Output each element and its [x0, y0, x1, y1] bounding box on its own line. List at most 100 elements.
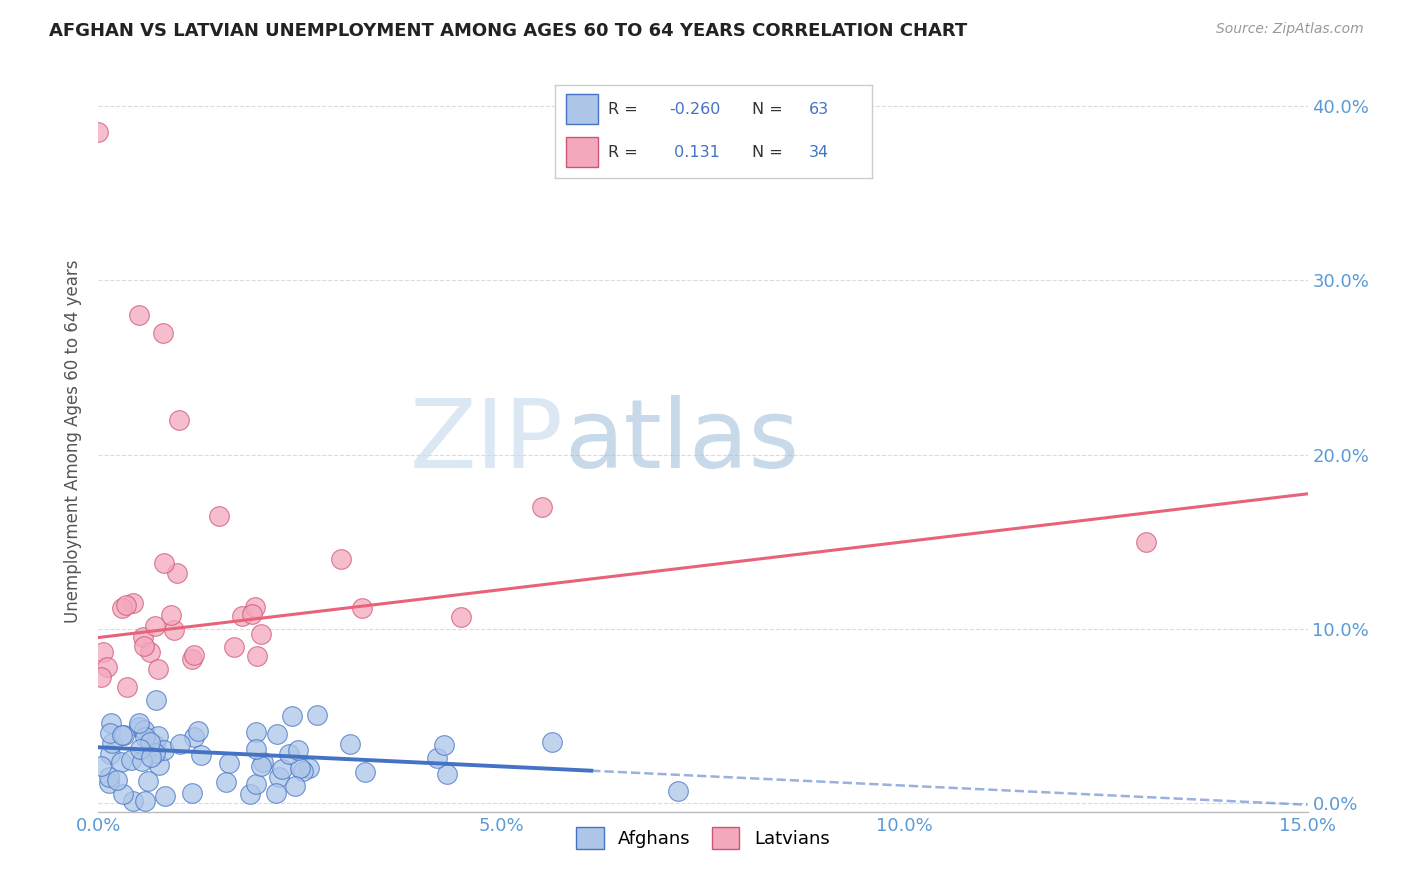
- Text: 34: 34: [808, 145, 828, 160]
- Point: [121, 596, 143, 610]
- Point: [100, 736, 122, 750]
- Point: [110, 755, 132, 769]
- Point: [290, 761, 312, 775]
- Point: [163, 623, 186, 637]
- Point: [128, 715, 150, 730]
- Point: [111, 728, 134, 742]
- Point: [298, 761, 321, 775]
- Point: [250, 758, 273, 772]
- Point: [128, 741, 150, 756]
- Point: [148, 729, 170, 743]
- Point: [215, 774, 238, 789]
- Text: R =: R =: [607, 145, 643, 160]
- Point: [134, 723, 156, 737]
- Point: [91, 645, 114, 659]
- Point: [148, 757, 170, 772]
- Point: [278, 747, 301, 761]
- Point: [292, 764, 315, 779]
- Point: [111, 787, 134, 801]
- Point: [426, 751, 449, 765]
- Point: [190, 747, 212, 762]
- Point: [145, 693, 167, 707]
- Point: [530, 500, 553, 514]
- Text: AFGHAN VS LATVIAN UNEMPLOYMENT AMONG AGES 60 TO 64 YEARS CORRELATION CHART: AFGHAN VS LATVIAN UNEMPLOYMENT AMONG AGE…: [49, 22, 967, 40]
- Point: [105, 773, 128, 788]
- Point: [252, 755, 274, 769]
- Text: N =: N =: [752, 145, 787, 160]
- Point: [208, 508, 231, 523]
- Point: [270, 762, 292, 776]
- Point: [90, 759, 112, 773]
- Point: [433, 739, 456, 753]
- Y-axis label: Unemployment Among Ages 60 to 64 years: Unemployment Among Ages 60 to 64 years: [65, 260, 83, 624]
- Point: [115, 598, 138, 612]
- Point: [98, 725, 121, 739]
- Point: [666, 784, 689, 798]
- Point: [160, 607, 183, 622]
- Point: [330, 552, 353, 566]
- Point: [284, 780, 307, 794]
- Point: [155, 789, 177, 803]
- Point: [143, 746, 166, 760]
- Point: [218, 756, 240, 771]
- Point: [131, 754, 153, 768]
- Point: [98, 770, 121, 784]
- Point: [266, 786, 288, 800]
- Text: ZIP: ZIP: [411, 395, 564, 488]
- Point: [98, 747, 121, 761]
- Point: [1135, 534, 1157, 549]
- Point: [111, 601, 134, 615]
- Point: [287, 743, 309, 757]
- Point: [243, 599, 266, 614]
- Point: [246, 648, 269, 663]
- Text: Source: ZipAtlas.com: Source: ZipAtlas.com: [1216, 22, 1364, 37]
- Point: [169, 737, 191, 751]
- Point: [87, 125, 110, 139]
- Point: [231, 609, 253, 624]
- Text: N =: N =: [752, 102, 787, 117]
- Point: [269, 770, 291, 784]
- Point: [249, 627, 271, 641]
- Point: [128, 720, 150, 734]
- Point: [167, 413, 190, 427]
- Point: [152, 326, 174, 340]
- Point: [136, 773, 159, 788]
- Point: [115, 680, 138, 694]
- Bar: [567, 95, 598, 124]
- Point: [100, 716, 122, 731]
- Point: [183, 648, 205, 662]
- Point: [134, 794, 156, 808]
- Point: [187, 724, 209, 739]
- Point: [245, 776, 267, 790]
- Text: 0.131: 0.131: [669, 145, 720, 160]
- Point: [540, 735, 562, 749]
- Point: [128, 308, 150, 322]
- Point: [245, 724, 267, 739]
- Point: [352, 600, 374, 615]
- Point: [114, 727, 136, 741]
- Point: [122, 794, 145, 808]
- Point: [132, 640, 155, 654]
- Point: [266, 727, 288, 741]
- Text: atlas: atlas: [564, 395, 799, 488]
- Point: [354, 764, 377, 779]
- Point: [222, 640, 245, 655]
- Point: [120, 753, 142, 767]
- Point: [436, 767, 458, 781]
- Point: [180, 786, 202, 800]
- Point: [153, 743, 176, 757]
- Point: [181, 652, 204, 666]
- Point: [143, 619, 166, 633]
- Point: [183, 730, 205, 744]
- Point: [450, 610, 472, 624]
- Point: [139, 750, 162, 764]
- Point: [239, 788, 262, 802]
- Bar: [567, 137, 598, 167]
- Point: [245, 742, 267, 756]
- Point: [96, 659, 118, 673]
- Point: [307, 708, 329, 723]
- Point: [97, 776, 120, 790]
- Point: [166, 566, 188, 580]
- Point: [134, 730, 156, 744]
- Text: -0.260: -0.260: [669, 102, 721, 117]
